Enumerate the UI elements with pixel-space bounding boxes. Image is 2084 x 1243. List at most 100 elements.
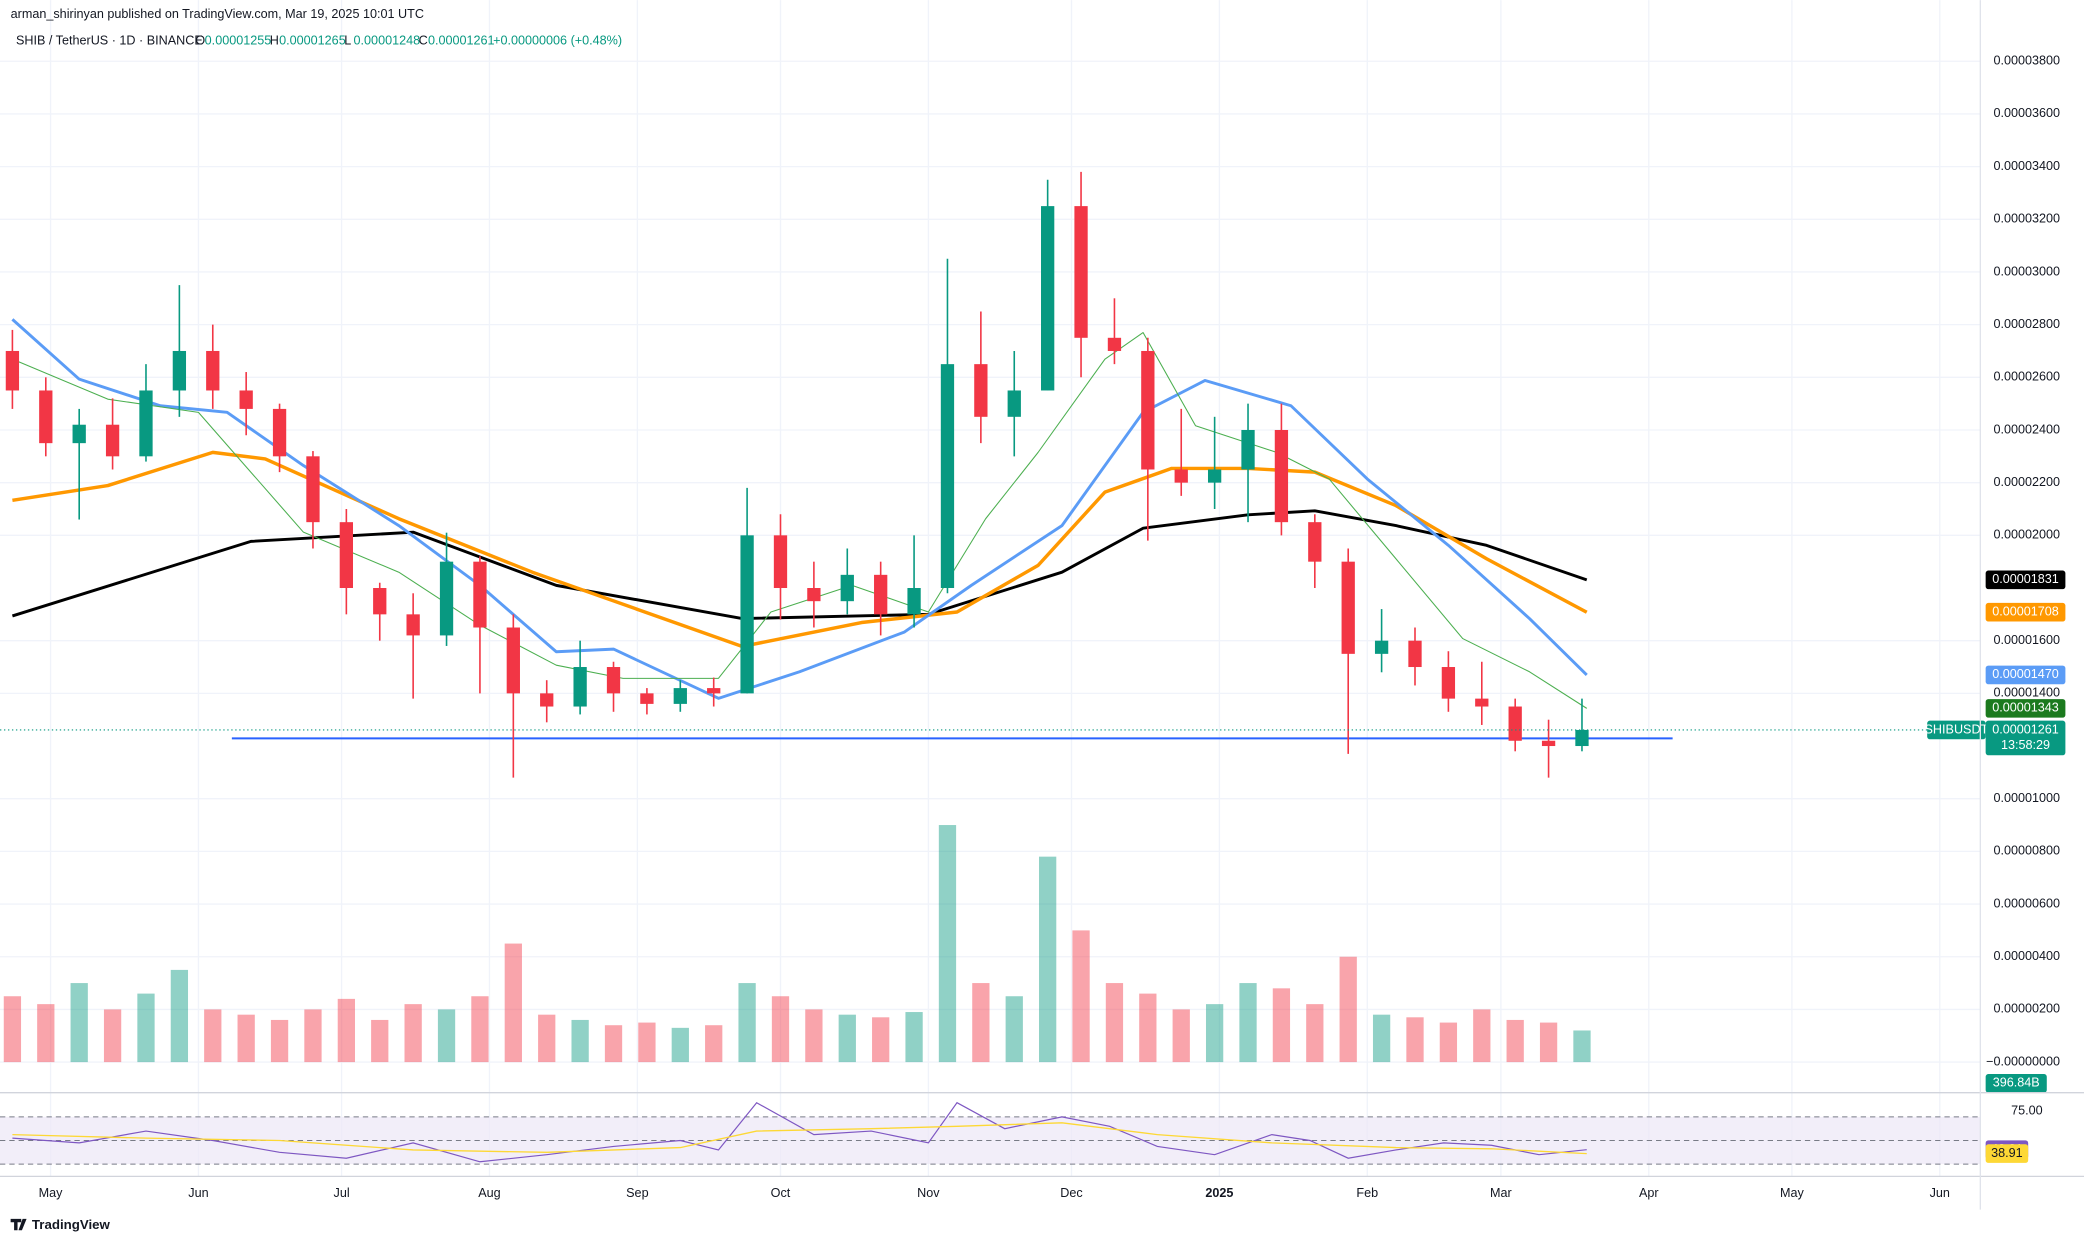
volume-bar	[604, 1025, 623, 1063]
volume-bar	[437, 1009, 456, 1063]
x-tick-label: May	[1780, 1186, 1805, 1200]
volume-bar	[1039, 856, 1057, 1063]
candle-body	[506, 627, 520, 694]
volume-bar	[170, 969, 189, 1063]
x-tick-label: Dec	[1060, 1186, 1082, 1200]
volume-bar	[1172, 1009, 1190, 1063]
volume-bar	[571, 1019, 589, 1063]
candle-body	[940, 364, 955, 589]
candle-body	[974, 364, 988, 417]
volume-bar	[1072, 930, 1090, 1063]
volume-bar	[70, 983, 88, 1063]
y-tick-label: 0.00003600	[1993, 106, 2060, 120]
ohlc-value: 0.00001265	[279, 34, 346, 48]
candle-body	[1007, 390, 1021, 417]
x-tick-label: Apr	[1639, 1186, 1659, 1200]
candle-body	[773, 535, 788, 589]
x-tick-label: 2025	[1205, 1186, 1233, 1200]
x-tick-label: Jun	[1930, 1186, 1950, 1200]
volume-bar	[805, 1009, 823, 1063]
candle-body	[172, 350, 187, 391]
rsi-line	[12, 1101, 1587, 1163]
candle-body	[1441, 667, 1456, 699]
candle-body	[105, 424, 120, 457]
candle-body	[306, 456, 320, 523]
rsi-tick-label: 75.00	[2011, 1103, 2043, 1117]
x-tick-label: Nov	[917, 1186, 940, 1200]
candle-body	[1041, 206, 1055, 391]
volume-bar	[1105, 983, 1124, 1063]
candle-body	[740, 535, 754, 694]
volume-bar	[872, 1017, 890, 1063]
volume-bar	[1306, 1004, 1324, 1063]
volume-bar	[137, 993, 155, 1063]
candle-body	[239, 390, 253, 409]
publisher-line: arman_shirinyan published on TradingView…	[11, 7, 424, 21]
volume-bar	[972, 983, 990, 1063]
candle-body	[373, 588, 387, 615]
candle-body	[907, 588, 921, 615]
moving-average	[11, 509, 1588, 621]
volume-bar	[270, 1019, 289, 1063]
x-tick-label: Oct	[771, 1186, 791, 1200]
candle-body	[1308, 522, 1322, 562]
candle-body	[1408, 640, 1422, 668]
volume-bar	[738, 983, 756, 1063]
volume-bar	[1473, 1009, 1491, 1063]
y-tick-label: 0.00001000	[1993, 791, 2060, 805]
logo-mark	[10, 1218, 27, 1231]
volume-bar	[1272, 988, 1291, 1063]
y-tick-label: 0.00001600	[1993, 633, 2060, 647]
volume-bar	[1005, 996, 1023, 1063]
rsi-line	[12, 1122, 1587, 1155]
volume-bar	[371, 1019, 389, 1063]
volume-bar	[204, 1009, 222, 1063]
ohlc-value: 0.00001255	[205, 34, 272, 48]
candle-body	[72, 424, 86, 444]
volume-bar	[838, 1014, 856, 1063]
volume-bar	[1139, 993, 1157, 1063]
volume-label: 396.84B	[1993, 1076, 2040, 1090]
candle-body	[1074, 206, 1088, 338]
y-tick-label: 0.00003200	[1993, 212, 2060, 226]
volume-bar	[3, 996, 22, 1063]
countdown: 13:58:29	[2001, 738, 2050, 752]
ohlc-key: H	[270, 34, 279, 48]
candle-body	[1141, 350, 1155, 470]
y-tick-label: 0.00003400	[1993, 159, 2060, 173]
volume-bar	[1439, 1022, 1458, 1063]
candle-body	[1174, 469, 1188, 483]
y-tick-label: 0.00002000	[1993, 528, 2060, 542]
labels: 0.00003800 0.00003600 0.00003400 0.00003200…	[39, 54, 2066, 1200]
volume-bar	[1239, 983, 1257, 1063]
ma-value-label: 0.00001470	[1992, 667, 2059, 681]
candle-body	[1374, 640, 1389, 654]
ma-value-label-box	[1985, 602, 2066, 622]
volume-bar	[1339, 956, 1357, 1063]
y-tick-label: 0.00002400	[1993, 422, 2060, 436]
x-tick-label: Mar	[1490, 1186, 1512, 1200]
y-tick-label: 0.00002600	[1993, 370, 2060, 384]
y-tick-label: 0.00002800	[1993, 317, 2060, 331]
ohlc-value: 0.00001248	[354, 34, 421, 48]
candle-body	[1541, 740, 1556, 747]
last-price-box	[1985, 720, 2066, 756]
rsi-value-label-box	[1985, 1144, 2029, 1163]
ma-value-label-box	[1985, 665, 2066, 685]
ma-value-label: 0.00001708	[1992, 605, 2059, 619]
y-tick-label: 0.00002200	[1993, 475, 2060, 489]
ohlc-value: 0.00001261	[428, 34, 495, 48]
volume-bar	[905, 1012, 923, 1063]
candle-body	[1508, 706, 1522, 741]
candle-body	[39, 390, 53, 444]
moving-average	[12, 450, 1588, 649]
footer-logo: TradingView	[10, 1217, 111, 1232]
y-tick-label: 0.00000600	[1993, 896, 2060, 910]
symbol-label: SHIBUSDT	[1925, 722, 1989, 736]
y-tick-label: −0.00000000	[1986, 1054, 2060, 1068]
ohlc-key: C	[419, 34, 428, 48]
moving-average	[12, 331, 1588, 709]
candle-body	[807, 588, 821, 602]
ma-value-label-box	[1985, 699, 2066, 718]
